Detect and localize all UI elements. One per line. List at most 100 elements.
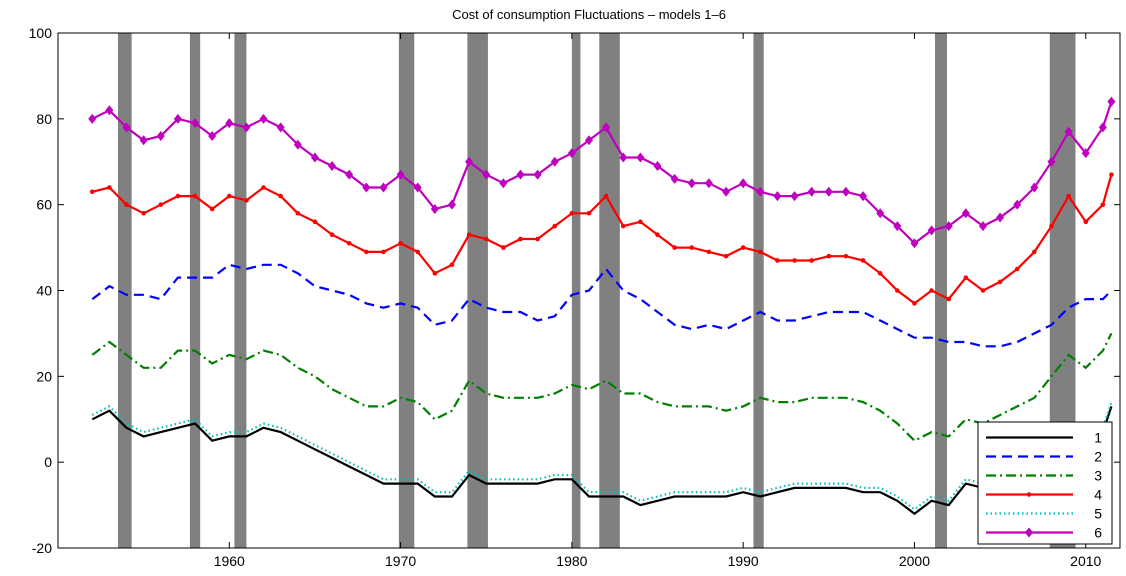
legend-marker [1026,492,1032,497]
marker [379,182,388,193]
marker [550,156,559,167]
legend-label: 3 [1094,468,1102,484]
marker [996,212,1005,223]
marker [89,189,95,195]
marker [413,182,422,193]
marker [1083,219,1089,225]
marker [465,156,474,167]
marker [156,131,165,141]
marker [809,258,814,263]
marker [1047,156,1056,167]
marker [567,148,576,159]
marker [346,240,352,246]
marker [723,253,729,259]
marker [533,169,542,180]
marker [122,122,131,133]
marker [775,258,780,263]
marker [655,232,660,238]
marker [329,232,335,238]
marker [706,249,712,255]
marker [430,203,439,214]
recession-band [189,33,201,548]
marker [876,208,885,219]
marker [1064,126,1073,137]
marker [381,249,386,255]
marker [895,288,900,293]
marker [790,191,799,202]
marker [672,245,677,250]
marker [432,271,438,276]
marker [499,178,508,189]
marker [997,279,1003,285]
marker [105,105,114,116]
marker [192,193,198,199]
marker [158,202,164,207]
marker [1014,266,1020,272]
marker [449,262,455,268]
marker [687,178,696,189]
series-line [91,332,1113,443]
x-tick-label: 1960 [214,553,245,569]
marker [689,245,695,250]
recession-band [599,33,620,548]
legend-label: 1 [1094,430,1102,446]
marker [362,182,371,193]
recession-band [935,33,947,548]
marker [944,221,953,232]
marker [569,210,575,216]
marker [501,245,506,250]
plot-frame [57,32,1121,549]
marker [483,236,489,242]
x-tick-label: 1970 [385,553,416,569]
marker [415,249,421,255]
marker [929,288,934,293]
marker [620,223,626,229]
marker [310,152,319,163]
marker [107,185,112,190]
legend-label: 2 [1094,449,1102,465]
marker [535,236,540,242]
marker [278,193,283,199]
marker [293,139,302,150]
marker [722,186,731,197]
marker [1032,249,1037,255]
marker [841,186,850,197]
marker [398,240,403,246]
marker [482,169,491,180]
marker [893,221,902,232]
marker [792,258,797,263]
marker [963,275,969,280]
marker [396,169,405,180]
marker [259,113,268,124]
marker [173,113,182,124]
marker [757,249,763,255]
marker [141,210,146,216]
marker [670,173,679,184]
x-tick-label: 2000 [899,553,930,569]
marker [807,186,816,197]
marker [704,178,713,189]
marker [978,221,987,232]
marker [312,219,318,225]
marker [585,135,593,146]
marker [295,210,301,216]
series-line [91,401,1113,511]
marker [756,186,765,197]
legend-label: 5 [1094,506,1102,522]
marker [773,191,782,202]
marker [1030,182,1039,193]
x-tick-label: 1990 [728,553,759,569]
recession-band [398,33,415,548]
marker [602,122,611,133]
marker [466,232,472,238]
y-tick-label: 60 [36,197,52,213]
y-tick-label: 100 [29,25,53,41]
marker [586,210,592,216]
marker [225,118,234,129]
recession-band [571,33,581,548]
marker [1109,172,1114,177]
marker [208,131,217,141]
